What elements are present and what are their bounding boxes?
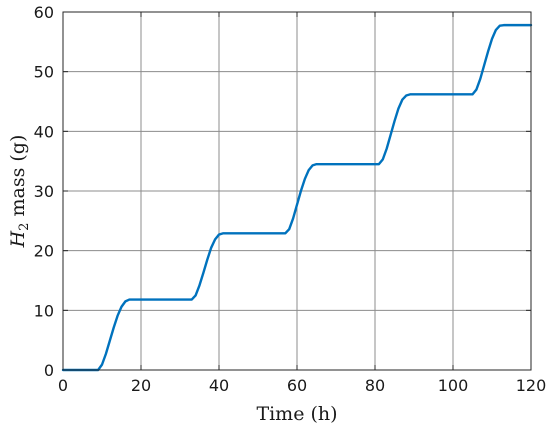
x-axis-label: Time (h) <box>256 403 337 425</box>
y-axis-label-subscript: 2 <box>17 223 32 231</box>
grid <box>63 12 531 370</box>
y-tick-labels: 0 10 20 30 40 50 60 <box>34 3 54 380</box>
x-tick-label: 20 <box>131 376 151 395</box>
y-tick-label: 10 <box>34 301 54 320</box>
y-tick-label: 40 <box>34 122 54 141</box>
y-tick-label: 20 <box>34 242 54 261</box>
y-tick-label: 50 <box>34 63 54 82</box>
x-tick-label: 100 <box>438 376 469 395</box>
series-layer <box>61 23 533 372</box>
y-tick-label: 0 <box>44 361 54 380</box>
x-tick-label: 120 <box>516 376 547 395</box>
x-tick-label: 60 <box>287 376 307 395</box>
y-tick-label: 60 <box>34 3 54 22</box>
tick-marks <box>62 11 532 371</box>
y-tick-label: 30 <box>34 182 54 201</box>
x-tick-label: 80 <box>365 376 385 395</box>
x-tick-label: 0 <box>58 376 68 395</box>
x-tick-labels: 0 20 40 60 80 100 120 <box>58 376 546 395</box>
y-axis-label-symbol: H <box>7 230 29 248</box>
series-line <box>61 23 533 372</box>
y-axis-label: H2 mass (g) <box>7 135 32 249</box>
y-axis-label-text: mass (g) <box>7 135 29 223</box>
x-tick-label: 40 <box>209 376 229 395</box>
